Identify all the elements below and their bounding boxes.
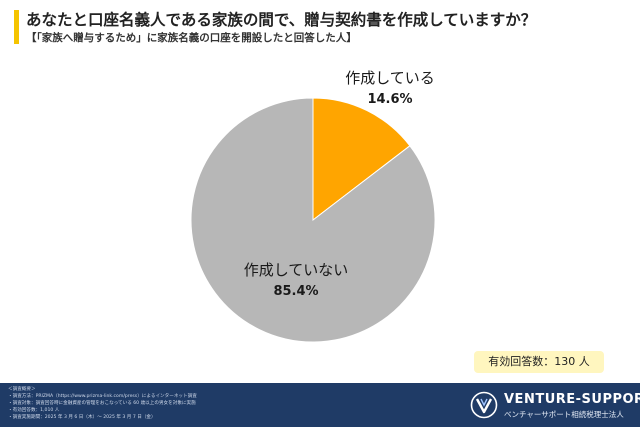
pie-slice — [312, 97, 411, 222]
slice-value-label: 14.6% — [367, 92, 412, 107]
survey-note: ・調査対象：調査回答時に金融資産の管理をおこなっている 60 歳以上の男女を対象… — [8, 401, 196, 406]
logo-name: VENTURE-SUPPORT — [504, 392, 640, 407]
survey-note: ・調査実施期間：2025 年 3 月 6 日（木）～ 2025 年 3 月 7 … — [8, 415, 156, 420]
v-mark-icon — [470, 391, 498, 419]
slice-value-label: 85.4% — [273, 284, 318, 299]
pie-slice — [190, 97, 436, 343]
slice-label: 作成している — [345, 69, 435, 87]
title-accent-bar — [14, 10, 19, 44]
page-title: あなたと口座名義人である家族の間で、贈与契約書を作成していますか？ — [26, 11, 537, 29]
survey-note: ＜調査概要＞ — [8, 387, 36, 392]
pie-chart: 作成している 14.6% 作成していない 85.4% — [190, 69, 436, 343]
logo-subtitle: ベンチャーサポート相続税理士法人 — [504, 410, 624, 419]
page-subtitle: 【「家族へ贈与するため」に家族名義の口座を開設したと回答した人】 — [26, 32, 357, 44]
survey-note: ・調査方法：PRIZMA（https://www.prizma-link.com… — [8, 394, 197, 399]
slice-label: 作成していない — [244, 261, 349, 279]
valid-responses-badge: 有効回答数：130 人 — [474, 351, 604, 373]
footer: ＜調査概要＞ ・調査方法：PRIZMA（https://www.prizma-l… — [0, 383, 640, 427]
survey-note: ・有効回答数：1,010 人 — [8, 408, 60, 413]
survey-notes: ＜調査概要＞ ・調査方法：PRIZMA（https://www.prizma-l… — [8, 386, 197, 421]
